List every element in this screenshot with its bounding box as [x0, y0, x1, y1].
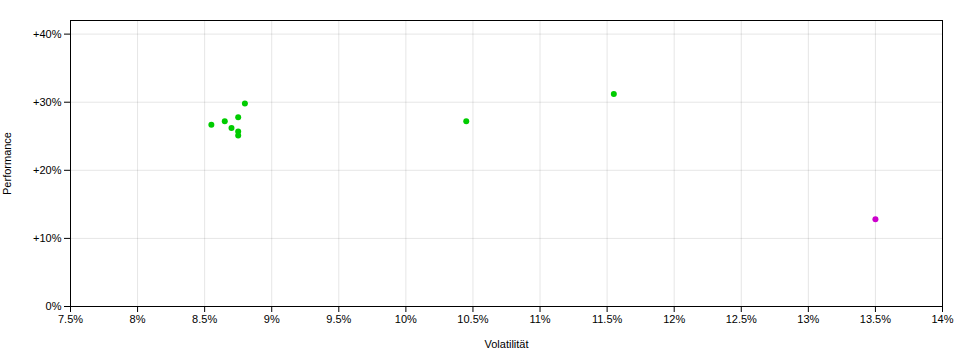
- svg-text:12.5%: 12.5%: [726, 313, 757, 325]
- svg-text:8.5%: 8.5%: [192, 313, 217, 325]
- svg-text:9%: 9%: [264, 313, 280, 325]
- svg-text:+40%: +40%: [33, 28, 62, 40]
- svg-text:+30%: +30%: [33, 96, 62, 108]
- svg-text:Volatilität: Volatilität: [484, 338, 528, 350]
- svg-text:10%: 10%: [395, 313, 417, 325]
- svg-text:Performance: Performance: [1, 132, 13, 195]
- svg-text:13.5%: 13.5%: [860, 313, 891, 325]
- svg-text:10.5%: 10.5%: [457, 313, 488, 325]
- svg-text:+10%: +10%: [33, 232, 62, 244]
- svg-text:+20%: +20%: [33, 164, 62, 176]
- svg-text:12%: 12%: [663, 313, 685, 325]
- svg-text:7.5%: 7.5%: [58, 313, 83, 325]
- svg-text:11%: 11%: [529, 313, 550, 325]
- svg-text:14%: 14%: [931, 313, 953, 325]
- svg-text:9.5%: 9.5%: [326, 313, 351, 325]
- svg-text:13%: 13%: [797, 313, 819, 325]
- svg-text:8%: 8%: [130, 313, 146, 325]
- svg-text:11.5%: 11.5%: [592, 313, 623, 325]
- svg-text:0%: 0%: [46, 300, 62, 312]
